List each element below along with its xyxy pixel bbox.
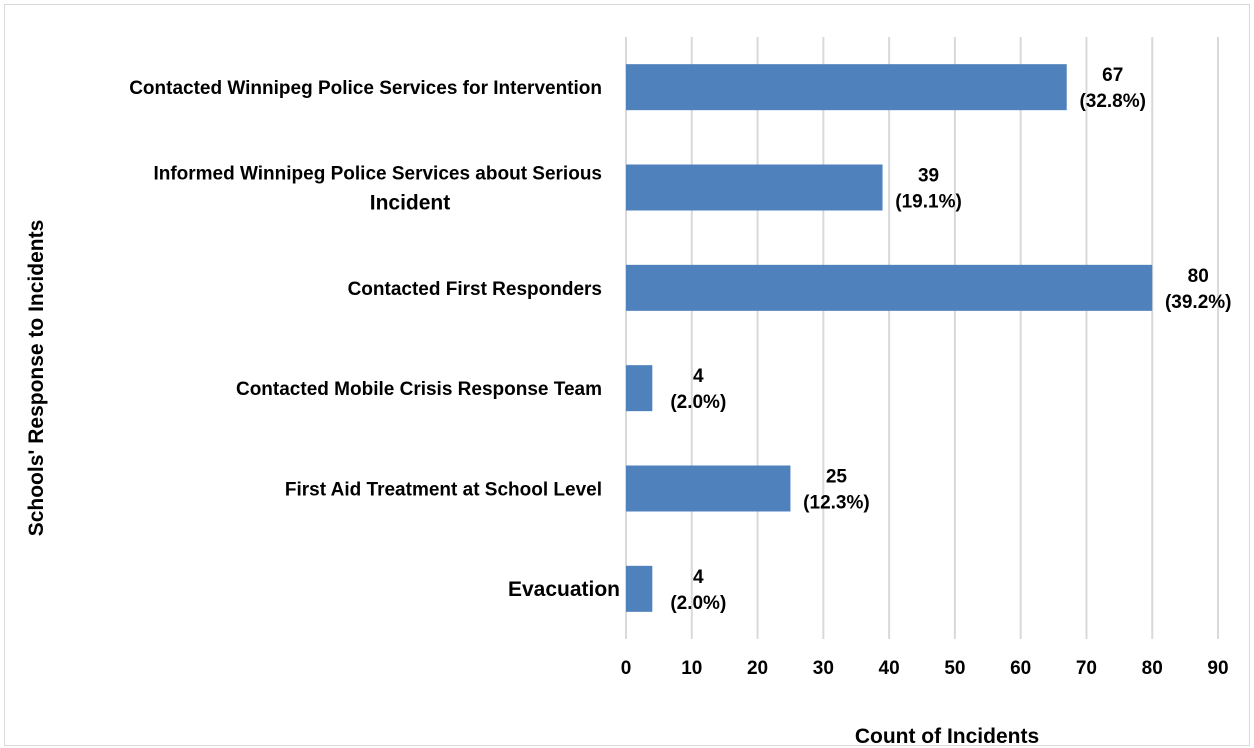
percent-label: (2.0%) (670, 392, 726, 413)
percent-label: (19.1%) (895, 192, 962, 213)
bar (626, 264, 1153, 311)
bars (626, 64, 1153, 612)
value-label: 4 (693, 567, 704, 588)
x-tick-label: 60 (1010, 658, 1031, 679)
percent-label: (2.0%) (670, 593, 726, 614)
bar (626, 365, 653, 412)
category-label: Contacted Mobile Crisis Response Team (236, 379, 602, 400)
percent-label: (32.8%) (1079, 91, 1146, 112)
category-label: Incident (370, 192, 451, 215)
value-label: 25 (826, 467, 848, 488)
x-tick-label: 20 (747, 658, 768, 679)
x-tick-label: 0 (621, 658, 632, 679)
x-tick-label: 10 (681, 658, 702, 679)
y-axis-title: Schools' Response to Incidents (25, 220, 48, 537)
category-label: Evacuation (508, 578, 620, 601)
x-tick-label: 40 (879, 658, 900, 679)
category-label: Contacted Winnipeg Police Services for I… (129, 78, 602, 99)
x-tick-label: 50 (944, 658, 965, 679)
value-label: 4 (693, 366, 704, 387)
data-labels: 67 (32.8%) 39 (19.1%) 80 (39.2%) 4 (2.0%) 25 (12.… (670, 65, 1231, 614)
x-tick-label: 70 (1076, 658, 1097, 679)
value-label: 39 (918, 166, 939, 187)
percent-label: (39.2%) (1165, 292, 1232, 313)
value-label: 80 (1188, 266, 1209, 287)
bar (626, 164, 883, 211)
bar (626, 64, 1067, 111)
x-axis-title: Count of Incidents (855, 725, 1039, 747)
x-tick-label: 90 (1207, 658, 1228, 679)
category-label: Informed Winnipeg Police Services about … (153, 164, 602, 185)
x-tick-label: 30 (813, 658, 834, 679)
percent-label: (12.3%) (803, 493, 870, 514)
category-label: Contacted First Responders (348, 279, 602, 300)
bar (626, 565, 653, 612)
category-labels: Contacted Winnipeg Police Services for I… (129, 78, 620, 601)
chart-frame: Contacted Winnipeg Police Services for I… (4, 4, 1250, 747)
bar (626, 465, 791, 512)
bar-chart: Contacted Winnipeg Police Services for I… (25, 37, 1231, 747)
x-tick-label: 80 (1142, 658, 1163, 679)
x-tick-labels: 0 10 20 30 40 50 60 70 80 90 (621, 658, 1229, 679)
category-label: First Aid Treatment at School Level (285, 480, 602, 501)
gridlines (625, 37, 1219, 639)
value-label: 67 (1102, 65, 1123, 86)
